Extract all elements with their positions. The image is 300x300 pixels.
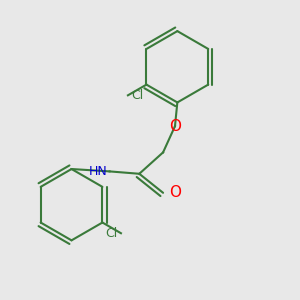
Text: Cl: Cl [105, 227, 117, 240]
Text: O: O [169, 185, 181, 200]
Text: HN: HN [88, 165, 107, 178]
Text: Cl: Cl [131, 89, 144, 102]
Text: O: O [169, 119, 181, 134]
